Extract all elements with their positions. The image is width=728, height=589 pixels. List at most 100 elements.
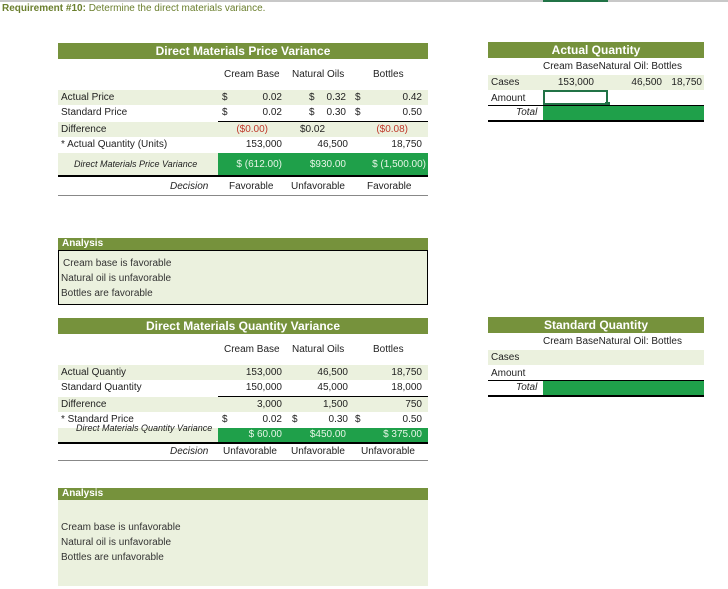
qv-variance-label-bg <box>58 428 218 442</box>
qv-decision-cream[interactable]: Unfavorable <box>223 446 277 457</box>
dollar-sign: $ <box>222 107 228 118</box>
qv-decision-label: Decision <box>170 446 209 457</box>
col-cream-base: Cream Base <box>224 69 280 80</box>
aq-amount-label: Amount <box>491 93 526 104</box>
col-natural-oils: Natural Oils <box>292 69 345 80</box>
qv-cell[interactable]: 153,000 <box>245 367 282 378</box>
qv-variance-cells <box>218 428 428 442</box>
aq-row-cases <box>488 75 704 90</box>
quantity-analysis-line: Bottles are unfavorable <box>61 552 164 563</box>
quantity-analysis-line: Natural oil is unfavorable <box>61 537 172 548</box>
col-bottles: Bottles <box>373 69 404 80</box>
qv-row-actual <box>58 365 428 380</box>
qv-decision-bottles[interactable]: Unfavorable <box>361 446 415 457</box>
aq-total-cell[interactable] <box>543 106 704 120</box>
pv-row-actual-price <box>58 90 428 105</box>
qv-cell[interactable]: 3,000 <box>256 399 282 410</box>
pv-cell[interactable]: 0.30 <box>326 107 346 118</box>
qv-cell[interactable]: 46,500 <box>317 367 348 378</box>
column-header-strip <box>0 0 728 2</box>
qv-label: * Standard Price <box>61 414 134 425</box>
pv-cell[interactable]: 0.32 <box>326 92 346 103</box>
price-variance-title: Direct Materials Price Variance <box>58 43 428 59</box>
aq-cases-cream[interactable]: 153,000 <box>557 77 594 88</box>
pv-cell[interactable]: 46,500 <box>317 139 348 150</box>
aq-cases-bottles[interactable]: 18,750 <box>671 77 702 88</box>
aq-cases-oils[interactable]: 46,500 <box>631 77 662 88</box>
qv-label: Standard Quantity <box>61 382 142 393</box>
total-rule <box>488 120 704 122</box>
price-analysis-line: Cream base is favorable <box>63 258 172 269</box>
total-rule <box>58 175 428 177</box>
requirement-label: Requirement #10: <box>2 3 86 14</box>
pv-cell[interactable]: 0.02 <box>262 92 282 103</box>
dollar-sign: $ <box>355 92 361 103</box>
fill-handle[interactable] <box>605 102 610 107</box>
qv-cell[interactable]: 150,000 <box>245 382 282 393</box>
qv-cell[interactable]: 18,000 <box>391 382 422 393</box>
total-rule <box>58 442 428 444</box>
col-cream-base: Cream Base <box>224 344 280 355</box>
qv-cell[interactable]: 1,500 <box>322 399 348 410</box>
pv-cell[interactable]: 0.42 <box>402 92 422 103</box>
dollar-sign: $ <box>222 92 228 103</box>
dollar-sign: $ <box>355 107 361 118</box>
quantity-analysis-box[interactable] <box>58 500 428 586</box>
price-analysis-title: Analysis <box>58 238 428 250</box>
dollar-sign: $ <box>355 414 361 425</box>
pv-variance-cream[interactable]: $ (612.00) <box>236 159 282 170</box>
pv-label: * Actual Quantity (Units) <box>61 139 168 150</box>
pv-variance-label-bg <box>58 153 218 175</box>
requirement-text: Determine the direct materials variance. <box>88 3 266 14</box>
col-natural-oils: Natural Oils <box>292 344 345 355</box>
dollar-sign: $ <box>309 92 315 103</box>
pv-cell[interactable]: ($0.00) <box>236 124 268 135</box>
aq-amount-cream-selected-cell[interactable] <box>543 90 608 105</box>
standard-quantity-title: Standard Quantity <box>488 317 704 333</box>
qv-decision-oils[interactable]: Unfavorable <box>291 446 345 457</box>
pv-decision-label: Decision <box>170 181 209 192</box>
qv-cell[interactable]: 750 <box>405 399 422 410</box>
qv-variance-cream[interactable]: $ 60.00 <box>248 429 282 440</box>
qv-variance-bottles[interactable]: $ 375.00 <box>383 429 422 440</box>
pv-variance-cells <box>218 153 428 175</box>
qv-variance-label: Direct Materials Quantity Variance <box>76 424 213 433</box>
sq-row-cases <box>488 350 704 365</box>
pv-label: Standard Price <box>61 107 128 118</box>
pv-cell[interactable]: $0.02 <box>300 124 326 135</box>
qv-cell[interactable]: 0.50 <box>402 414 422 425</box>
pv-decision-cream[interactable]: Favorable <box>229 181 274 192</box>
pv-cell[interactable]: 0.02 <box>262 107 282 118</box>
decision-rule <box>58 460 428 461</box>
quantity-analysis-title: Analysis <box>58 488 428 500</box>
qv-cell[interactable]: 18,750 <box>391 367 422 378</box>
subtotal-rule <box>218 121 428 122</box>
quantity-variance-title: Direct Materials Quantity Variance <box>58 318 428 334</box>
pv-variance-oils[interactable]: $930.00 <box>309 159 346 170</box>
aq-total-label: Total <box>516 107 538 118</box>
subtotal-rule <box>488 380 704 381</box>
sq-col-headers: Cream BaseNatural Oil: Bottles <box>543 336 682 347</box>
qv-cell[interactable]: 45,000 <box>317 382 348 393</box>
pv-cell[interactable]: ($0.08) <box>376 124 408 135</box>
sq-cases-label: Cases <box>491 352 520 363</box>
pv-row-difference <box>58 122 428 137</box>
subtotal-rule <box>218 396 428 397</box>
qv-cell[interactable]: 0.30 <box>328 414 348 425</box>
pv-decision-bottles[interactable]: Favorable <box>367 181 412 192</box>
total-rule <box>488 395 704 397</box>
selected-column-indicator <box>543 0 608 2</box>
pv-cell[interactable]: 18,750 <box>391 139 422 150</box>
qv-label: Difference <box>61 399 107 410</box>
pv-variance-label: Direct Materials Price Variance <box>74 159 198 169</box>
pv-cell[interactable]: 153,000 <box>245 139 282 150</box>
aq-cases-label: Cases <box>491 77 520 88</box>
pv-variance-bottles[interactable]: $ (1,500.00) <box>372 159 426 170</box>
qv-cell[interactable]: 0.02 <box>262 414 282 425</box>
pv-cell[interactable]: 0.50 <box>402 107 422 118</box>
price-analysis-box[interactable] <box>58 250 428 305</box>
qv-variance-oils[interactable]: $450.00 <box>309 429 346 440</box>
sq-total-cell[interactable] <box>543 381 704 395</box>
pv-decision-oils[interactable]: Unfavorable <box>291 181 345 192</box>
sq-amount-label: Amount <box>491 368 526 379</box>
